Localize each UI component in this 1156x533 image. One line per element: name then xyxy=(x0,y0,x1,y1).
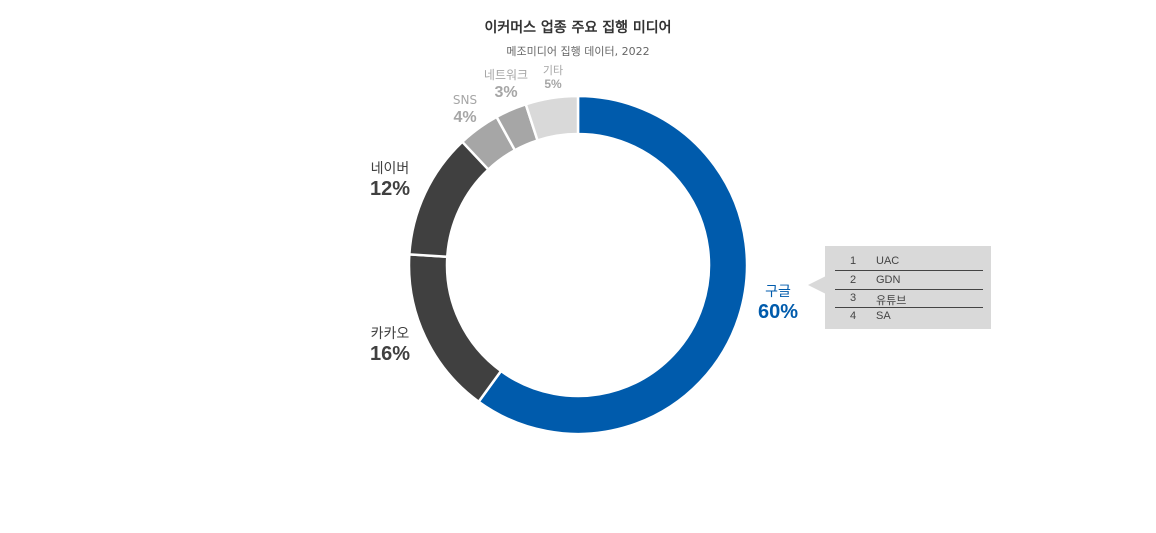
slice-label: 네이버 xyxy=(371,161,410,177)
slice-value-label: 4% xyxy=(453,109,476,126)
slice-label: 카카오 xyxy=(371,326,410,342)
callout-rank: 3 xyxy=(850,292,857,304)
slice-value-label: 60% xyxy=(758,301,798,323)
chart-title: 이커머스 업종 주요 집행 미디어 xyxy=(484,20,672,36)
callout-rank: 2 xyxy=(850,274,857,286)
slice-value-label: 12% xyxy=(370,178,410,200)
donut-slice-1 xyxy=(476,94,749,436)
slice-value-label: 5% xyxy=(544,77,562,91)
slices-layer xyxy=(407,94,749,436)
callout-pointer xyxy=(808,276,826,294)
callout-media-name: GDN xyxy=(876,274,901,286)
chart-subtitle: 메조미디어 집행 데이터, 2022 xyxy=(506,45,650,58)
callout-row: 1 UAC xyxy=(835,252,983,271)
callout-media-name: UAC xyxy=(876,255,900,267)
callout-rank: 1 xyxy=(850,255,857,267)
callout-row: 2 GDN xyxy=(835,271,983,290)
slice-label: 네트워크 xyxy=(484,68,528,82)
callout-media-name: SA xyxy=(876,310,891,322)
donut-slice-3 xyxy=(408,140,491,259)
callout-row: 4 SA xyxy=(835,307,983,325)
callout-rank: 4 xyxy=(850,310,857,322)
slice-label: 기타 xyxy=(543,64,563,77)
google-callout-table: 1 UAC 2 GDN 3 유튜브 4 SA xyxy=(825,246,991,329)
slice-label: SNS xyxy=(453,93,477,107)
donut-slice-2 xyxy=(407,253,503,404)
slice-label: 구글 xyxy=(765,284,791,300)
callout-row: 3 유튜브 xyxy=(835,289,983,308)
slice-value-label: 3% xyxy=(494,84,517,101)
donut-slice-6 xyxy=(524,94,580,142)
callout-media-name: 유튜브 xyxy=(876,295,907,307)
slice-value-label: 16% xyxy=(370,343,410,365)
